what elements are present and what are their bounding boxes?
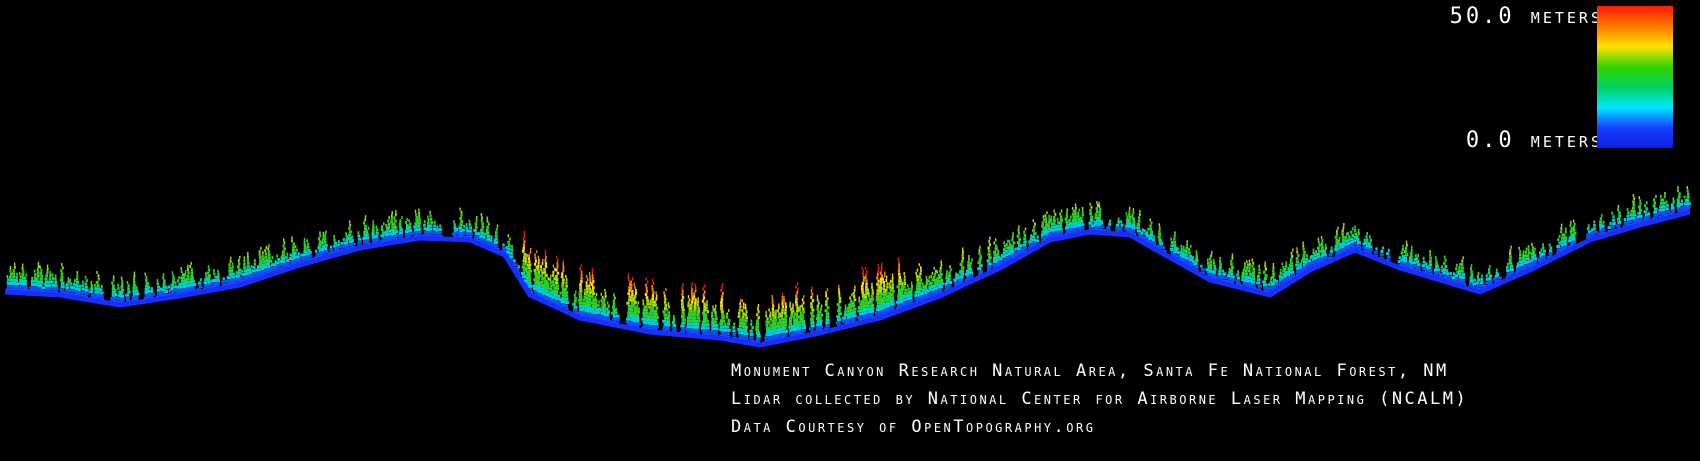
caption-location: Monument Canyon Research Natural Area, S… (731, 361, 1449, 381)
caption-block: Monument Canyon Research Natural Area, S… (731, 357, 1468, 441)
legend-max-label: 50.0 meters (1449, 4, 1603, 29)
caption-data-credit: Data Courtesy of OpenTopography.org (731, 417, 1096, 437)
caption-collection-credit: Lidar collected by National Center for A… (731, 389, 1469, 409)
ground-surface-line (4, 209, 1691, 348)
legend-min-label: 0.0 meters (1465, 128, 1603, 153)
vegetation-point-cloud (5, 186, 1691, 344)
elevation-color-scale (1597, 6, 1673, 148)
